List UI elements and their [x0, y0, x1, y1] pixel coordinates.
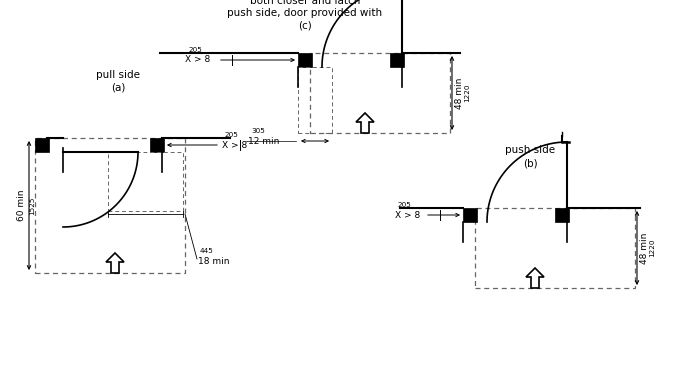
Text: 1220: 1220: [464, 84, 470, 102]
Bar: [310, 53, 450, 133]
Polygon shape: [356, 113, 374, 133]
Text: (a): (a): [111, 83, 125, 93]
Text: 205: 205: [397, 202, 411, 208]
Bar: [150, 138, 164, 152]
Text: 305: 305: [251, 128, 265, 134]
Bar: [298, 67, 332, 133]
Text: pull side: pull side: [96, 70, 140, 80]
Text: push side, door provided with: push side, door provided with: [227, 8, 383, 18]
Polygon shape: [106, 253, 124, 273]
Text: 205: 205: [188, 47, 202, 53]
Bar: [475, 208, 635, 288]
Bar: [35, 138, 185, 273]
Bar: [298, 53, 312, 67]
Text: X > 8: X > 8: [185, 56, 210, 64]
Text: 18 min: 18 min: [198, 257, 230, 265]
Text: both closer and latch: both closer and latch: [250, 0, 360, 6]
Bar: [555, 208, 569, 222]
Bar: [108, 152, 183, 211]
Polygon shape: [526, 268, 544, 288]
Text: X > 8: X > 8: [395, 211, 421, 219]
Text: 1220: 1220: [649, 239, 655, 257]
Bar: [35, 138, 49, 152]
Text: (c): (c): [298, 20, 312, 30]
Text: 60 min: 60 min: [17, 190, 26, 221]
Text: 12 min: 12 min: [248, 136, 280, 146]
Text: (b): (b): [523, 158, 537, 168]
Text: X > 8: X > 8: [222, 141, 247, 149]
Text: 48 min: 48 min: [455, 77, 464, 109]
Text: 205: 205: [224, 132, 238, 138]
Text: push side: push side: [505, 145, 555, 155]
Text: 445: 445: [200, 248, 214, 254]
Text: 48 min: 48 min: [640, 232, 649, 264]
Text: 1525: 1525: [29, 196, 35, 215]
Bar: [463, 208, 477, 222]
Bar: [390, 53, 404, 67]
